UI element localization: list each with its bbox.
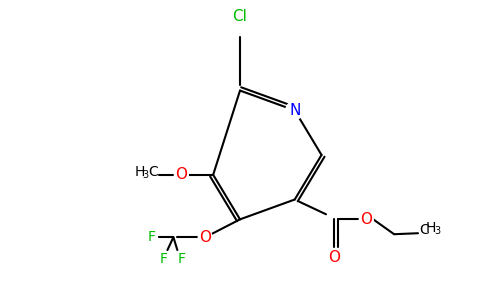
Text: 3: 3: [434, 226, 440, 236]
Text: O: O: [360, 212, 372, 227]
Text: O: O: [175, 167, 187, 182]
Text: F: F: [148, 230, 155, 244]
Text: C: C: [419, 223, 429, 237]
Text: H: H: [135, 165, 145, 179]
Text: Cl: Cl: [233, 9, 247, 24]
Circle shape: [359, 212, 373, 226]
Circle shape: [175, 253, 187, 265]
Text: O: O: [329, 250, 340, 265]
Text: F: F: [159, 252, 167, 266]
Circle shape: [146, 231, 157, 243]
Text: F: F: [177, 252, 185, 266]
Circle shape: [157, 253, 169, 265]
Text: 3: 3: [142, 170, 149, 180]
Text: H: H: [426, 221, 436, 235]
Text: N: N: [289, 103, 301, 118]
Text: O: O: [199, 230, 211, 245]
Text: C: C: [149, 165, 158, 179]
Circle shape: [198, 230, 212, 244]
Circle shape: [174, 168, 188, 182]
Circle shape: [286, 101, 303, 119]
Circle shape: [230, 6, 250, 26]
Circle shape: [328, 250, 341, 264]
